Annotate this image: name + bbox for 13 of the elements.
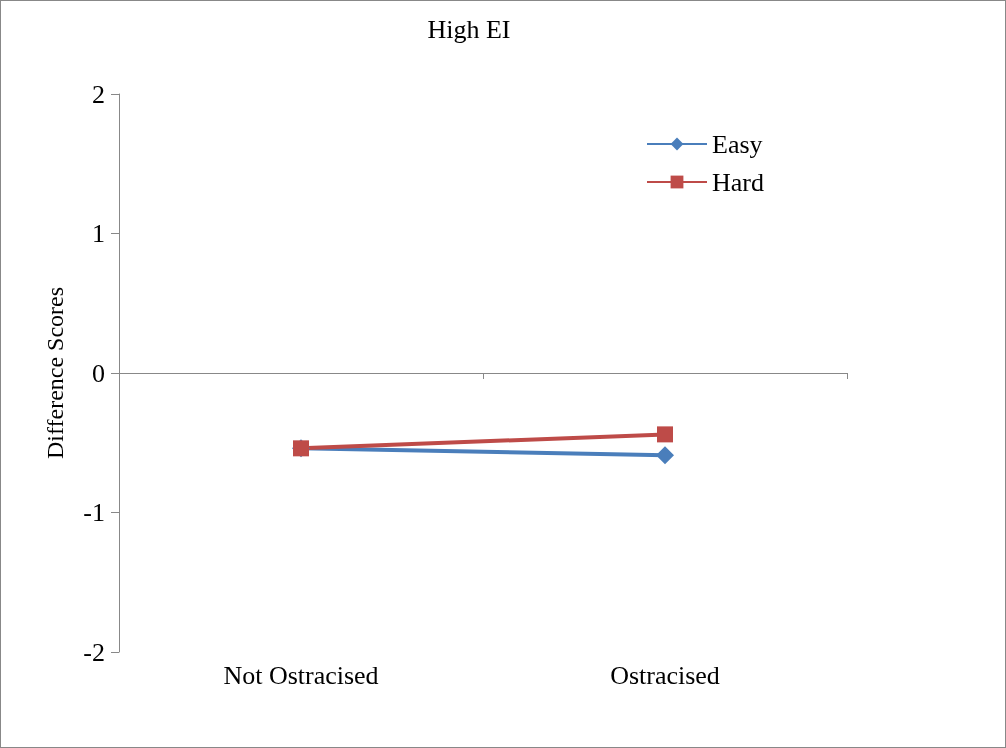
y-tick-label: 1 bbox=[92, 219, 105, 248]
legend-label: Easy bbox=[712, 129, 763, 159]
y-tick-label: -2 bbox=[83, 637, 105, 667]
legend-label: Hard bbox=[712, 167, 764, 197]
y-axis-title: Difference Scores bbox=[42, 286, 68, 460]
y-tick-label: -1 bbox=[83, 498, 105, 527]
chart-title: High EI bbox=[427, 14, 511, 44]
y-tick-label: 2 bbox=[92, 79, 105, 109]
x-tick-label: Not Ostracised bbox=[223, 660, 379, 690]
x-tick-label: Ostracised bbox=[610, 660, 720, 690]
point bbox=[657, 426, 673, 443]
point bbox=[656, 446, 674, 465]
y-tick-label: 0 bbox=[92, 358, 105, 388]
